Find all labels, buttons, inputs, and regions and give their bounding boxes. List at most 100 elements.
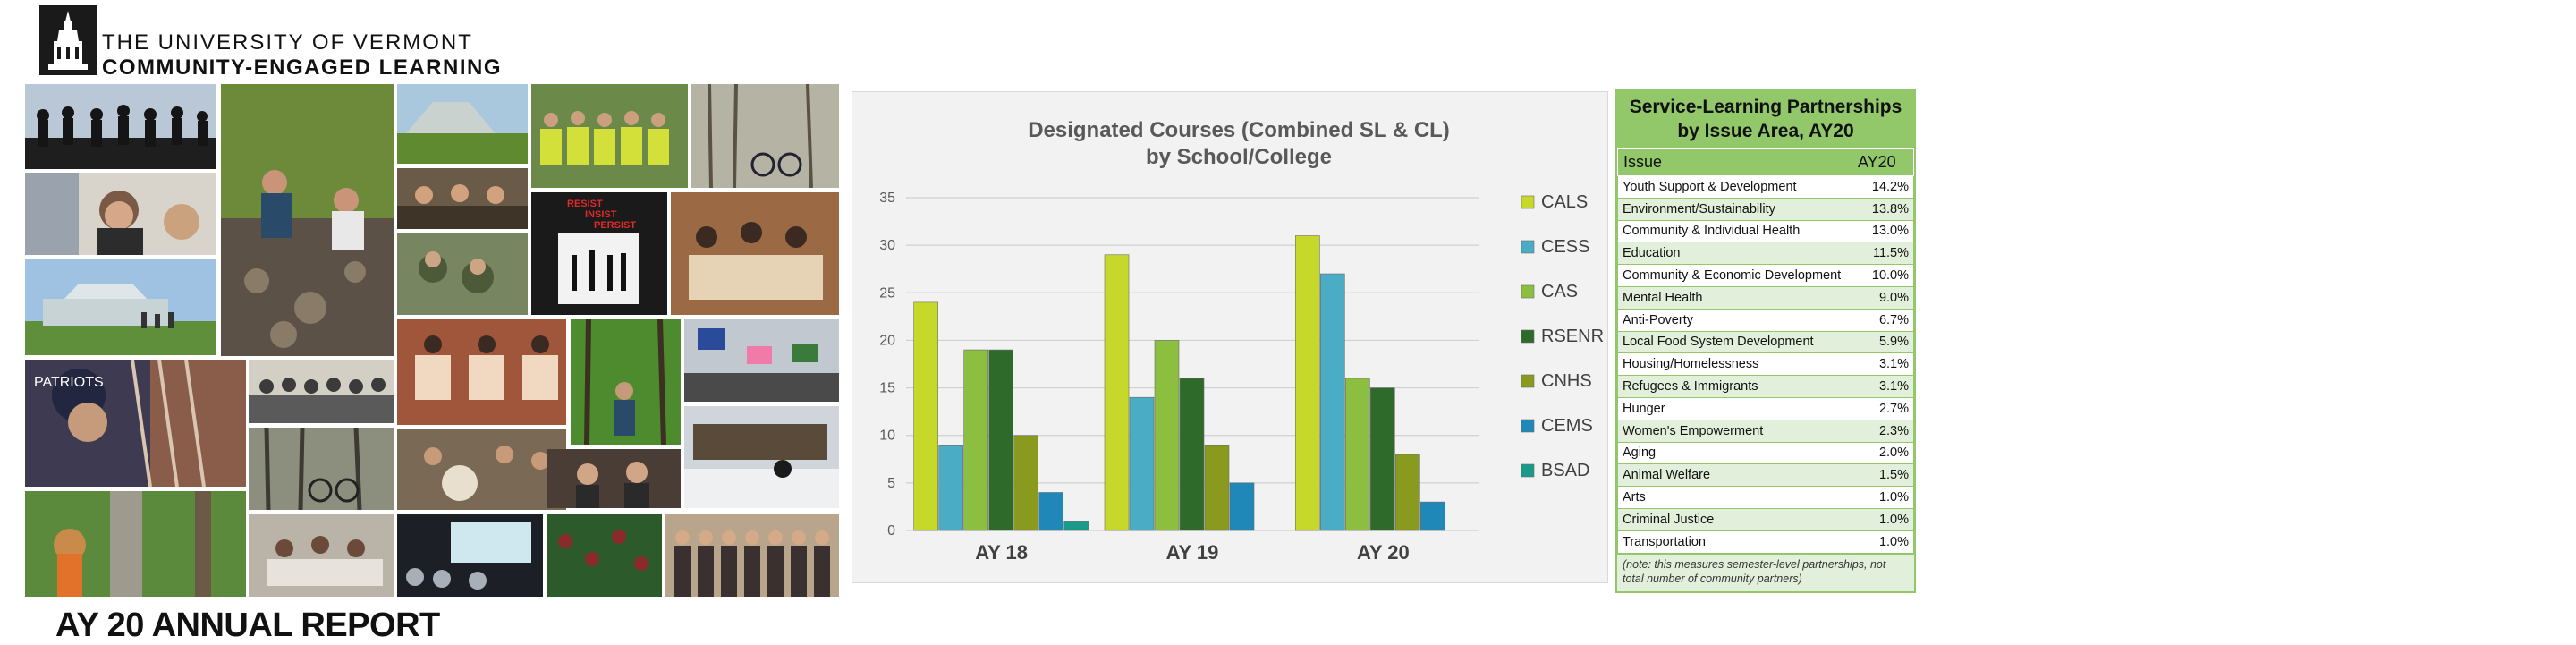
chart-y-axis: 0 5 10 15 20 25 30 35 xyxy=(879,191,895,539)
photo-two-people xyxy=(547,449,681,508)
table-row: Aging 2.0% xyxy=(1617,441,1914,465)
chart-bars xyxy=(913,235,1445,531)
table-row: Community & Economic Development 10.0% xyxy=(1617,264,1914,287)
bar-cnhs-ay19 xyxy=(1204,445,1230,531)
photo-workshop-table xyxy=(671,192,839,315)
table-body: Youth Support & Development 14.2% Environm… xyxy=(1617,175,1914,554)
bar-rsenr-ay20 xyxy=(1370,387,1395,531)
photo-forest-tree xyxy=(25,491,246,597)
partnerships-table-panel: Service-Learning Partnerships by Issue A… xyxy=(1615,89,1916,593)
bar-cnhs-ay18 xyxy=(1013,435,1038,531)
y-tick-label: 30 xyxy=(879,238,895,253)
issue-cell: Aging xyxy=(1617,441,1852,465)
percent-cell: 6.7% xyxy=(1852,308,1914,332)
photo-garden-structure xyxy=(397,84,528,164)
legend-swatch-cnhs xyxy=(1521,374,1535,388)
issue-cell: Arts xyxy=(1617,486,1852,509)
poster-word-persist: PERSIST xyxy=(594,220,636,231)
percent-cell: 13.8% xyxy=(1852,197,1914,221)
photo-bikes-woods xyxy=(691,84,839,188)
logo-block: THE UNIVERSITY OF VERMONT COMMUNITY-ENGA… xyxy=(39,5,501,80)
table-row: Refugees & Immigrants 3.1% xyxy=(1617,375,1914,398)
percent-cell: 2.3% xyxy=(1852,419,1914,443)
percent-cell: 1.5% xyxy=(1852,463,1914,488)
table-row: Anti-Poverty 6.7% xyxy=(1617,308,1914,332)
report-title: AY 20 ANNUAL REPORT xyxy=(55,607,440,644)
table-row: Mental Health 9.0% xyxy=(1617,285,1914,310)
bar-cems-ay18 xyxy=(1038,492,1063,531)
y-tick-label: 5 xyxy=(887,476,895,491)
legend-label-cess: CESS xyxy=(1541,237,1589,257)
table-note: (note: this measures semester-level part… xyxy=(1617,553,1914,591)
issue-cell: Women's Empowerment xyxy=(1617,419,1852,443)
percent-cell: 1.0% xyxy=(1852,507,1914,531)
photo-volunteer-vests xyxy=(531,84,688,188)
legend-label-bsad: BSAD xyxy=(1541,461,1589,480)
photo-forest-hike xyxy=(571,319,681,445)
photo-greenhouse xyxy=(25,259,216,355)
photo-garden-beds xyxy=(547,514,662,597)
y-tick-label: 0 xyxy=(887,523,895,539)
chart-svg: Designated Courses (Combined SL & CL) by… xyxy=(879,118,1604,564)
issue-cell: Anti-Poverty xyxy=(1617,308,1852,332)
legend-label-cals: CALS xyxy=(1541,192,1588,212)
bar-bsad-ay18 xyxy=(1063,521,1089,531)
poster-word-insist: INSIST xyxy=(585,209,617,220)
legend-swatch-cas xyxy=(1521,284,1535,299)
issue-cell: Environment/Sustainability xyxy=(1617,197,1852,221)
bar-cas-ay19 xyxy=(1154,340,1180,531)
photo-award-group xyxy=(665,514,839,597)
issue-cell: Criminal Justice xyxy=(1617,507,1852,531)
column-header-ay20: AY20 xyxy=(1852,148,1914,176)
table-header-row: Issue AY20 xyxy=(1617,148,1914,176)
bar-cnhs-ay20 xyxy=(1395,454,1420,531)
photo-bike-forest xyxy=(249,428,394,510)
legend-swatch-bsad xyxy=(1521,463,1535,478)
table-title: Service-Learning Partnerships by Issue A… xyxy=(1617,91,1914,148)
percent-cell: 11.5% xyxy=(1852,242,1914,266)
table-row: Youth Support & Development 14.2% xyxy=(1617,175,1914,199)
legend-swatch-rsenr xyxy=(1521,329,1535,344)
column-header-issue: Issue xyxy=(1617,148,1852,176)
percent-cell: 2.7% xyxy=(1852,396,1914,420)
legend-swatch-cess xyxy=(1521,240,1535,254)
table-row: Criminal Justice 1.0% xyxy=(1617,507,1914,531)
percent-cell: 9.0% xyxy=(1852,285,1914,310)
legend-swatch-cals xyxy=(1521,195,1535,209)
issue-cell: Education xyxy=(1617,242,1852,266)
partnerships-table: Issue AY20 Youth Support & Development 14… xyxy=(1617,148,1914,554)
x-category-label: AY 20 xyxy=(1357,541,1410,564)
courses-chart: Designated Courses (Combined SL & CL) by… xyxy=(852,91,1608,583)
photo-weaving: PATRIOTS xyxy=(25,360,246,487)
photo-classroom-table xyxy=(249,514,394,597)
bar-cess-ay19 xyxy=(1129,396,1155,531)
issue-cell: Housing/Homelessness xyxy=(1617,352,1852,377)
table-row: Housing/Homelessness 3.1% xyxy=(1617,352,1914,377)
percent-cell: 1.0% xyxy=(1852,530,1914,554)
table-row: Transportation 1.0% xyxy=(1617,530,1914,554)
bar-cas-ay18 xyxy=(963,349,988,531)
issue-cell: Local Food System Development xyxy=(1617,330,1852,354)
svg-text:PATRIOTS: PATRIOTS xyxy=(34,375,104,390)
bar-rsenr-ay19 xyxy=(1179,378,1205,531)
bar-cems-ay20 xyxy=(1420,501,1445,531)
table-row: Education 11.5% xyxy=(1617,242,1914,266)
table-row: Animal Welfare 1.5% xyxy=(1617,463,1914,488)
percent-cell: 1.0% xyxy=(1852,486,1914,509)
percent-cell: 10.0% xyxy=(1852,264,1914,287)
university-seal-icon xyxy=(39,5,97,75)
issue-cell: Community & Economic Development xyxy=(1617,264,1852,287)
table-row: Local Food System Development 5.9% xyxy=(1617,330,1914,354)
table-row: Arts 1.0% xyxy=(1617,486,1914,509)
poster-word-resist: RESIST xyxy=(567,199,603,209)
issue-cell: Mental Health xyxy=(1617,285,1852,310)
percent-cell: 5.9% xyxy=(1852,330,1914,354)
photo-snow-building xyxy=(684,406,839,508)
photo-group-indoor xyxy=(249,360,394,423)
photo-fossil-table xyxy=(397,429,566,510)
percent-cell: 14.2% xyxy=(1852,175,1914,199)
table-row: Hunger 2.7% xyxy=(1617,396,1914,420)
y-tick-label: 15 xyxy=(879,381,895,396)
chart-legend: CALS CESS CAS RSENR CNHS CEMS BSAD xyxy=(1521,192,1604,480)
issue-cell: Animal Welfare xyxy=(1617,463,1852,488)
